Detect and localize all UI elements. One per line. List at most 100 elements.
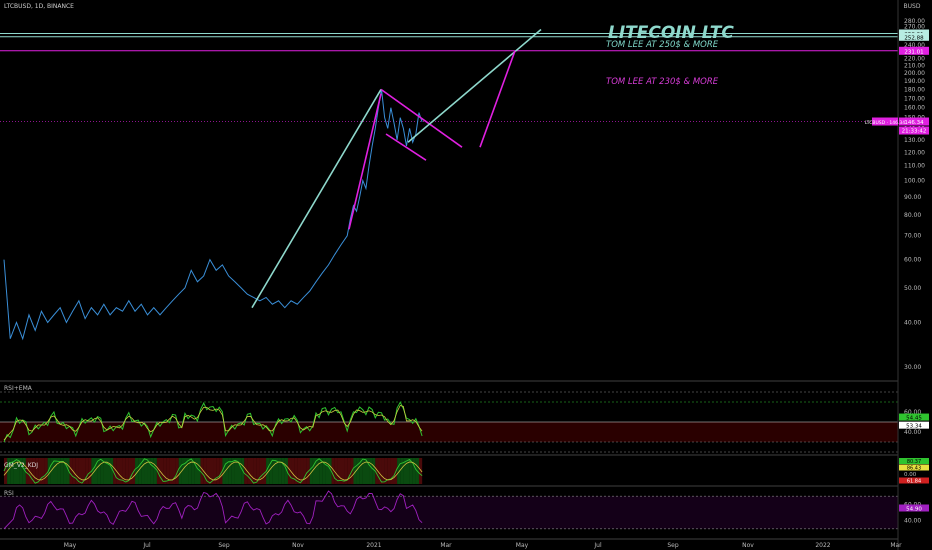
time-tick-label: 2021 — [366, 542, 381, 549]
kdj-background-bar — [203, 458, 207, 484]
kdj-background-bar — [10, 458, 14, 484]
price-tick-label: 100.00 — [904, 177, 925, 184]
symbol-info[interactable]: LTCBUSD, 1D, BINANCE — [4, 3, 74, 10]
kdj-background-bar — [141, 458, 145, 484]
kdj-background-bar — [209, 458, 214, 484]
kdj-background-bar — [253, 458, 257, 484]
kdj-value-1: 80.37 — [907, 459, 921, 465]
kdj-value-tag — [899, 458, 929, 464]
price-axis[interactable]: BUSD 30.00 40.00 50.00 60.00 70.00 80.00 90.00 1… — [865, 0, 929, 550]
kdj-background-bar — [150, 458, 154, 484]
kdj-background-bar — [291, 458, 295, 484]
time-tick-label: Nov — [742, 542, 754, 549]
rsi-ema-tick: 40.00 — [904, 429, 921, 436]
price-tick-label: 30.00 — [904, 364, 921, 371]
rsi-line — [3, 490, 423, 530]
main-price-pane[interactable] — [0, 28, 898, 341]
trend-line-rising — [251, 89, 382, 309]
kdj-background-bar — [85, 458, 89, 484]
kdj-background-bar — [116, 458, 120, 484]
kdj-background-bar — [16, 458, 20, 484]
price-tick-label: 210.00 — [904, 63, 925, 70]
kdj-background-bar — [88, 458, 92, 484]
kdj-background-bar — [387, 458, 391, 484]
kdj-background-bar — [135, 458, 139, 484]
price-tick-label: 190.00 — [904, 78, 925, 85]
kdj-background-bar — [259, 458, 264, 484]
kdj-background-bar — [372, 458, 376, 484]
kdj-background-bar — [181, 458, 186, 484]
price-tick-label: 120.00 — [904, 149, 925, 156]
kdj-background-bar — [44, 458, 48, 484]
rsi-ema-value-2: 53.34 — [906, 423, 922, 429]
kdj-background-bar — [91, 458, 95, 484]
kdj-background-bar — [278, 458, 282, 484]
kdj-background-bar — [122, 458, 126, 484]
time-axis[interactable]: May Jul Sep Nov 2021 Mar May Jul Sep Nov 2022 Mar — [64, 542, 902, 549]
kdj-background-bar — [106, 458, 111, 484]
kdj-background-bar — [82, 458, 86, 484]
kdj-background-bar — [362, 458, 366, 484]
price-tick-label: 200.00 — [904, 70, 925, 77]
kdj-background-bar — [219, 458, 223, 484]
kdj-background-bar — [337, 458, 342, 484]
countdown-bg — [899, 126, 929, 135]
kdj-background-bar — [160, 458, 164, 484]
kdj-background-bar — [281, 458, 285, 484]
kdj-background-bar — [272, 458, 276, 484]
kdj-background-bar — [144, 458, 148, 484]
kdj-background-bar — [269, 458, 273, 484]
kdj-background-bar — [113, 458, 117, 484]
indicator-panes[interactable]: RSI+EMA GM_V2_KDJ RSI — [0, 380, 898, 540]
kdj-background-bar — [119, 458, 123, 484]
kdj-background-bar — [328, 458, 332, 484]
kdj-tick: 0.00 — [904, 472, 917, 478]
kdj-background-bar — [256, 458, 260, 484]
price-tick-label: 40.00 — [904, 319, 921, 326]
kdj-background-bar — [13, 458, 17, 484]
kdj-background-bar — [316, 458, 320, 484]
price-line — [3, 89, 423, 341]
rsi-ema-value-tag — [899, 421, 929, 429]
kdj-background-bar — [322, 458, 326, 484]
kdj-background-bar — [138, 458, 142, 484]
kdj-background-bar — [41, 458, 45, 484]
current-price-tag: LTCBUSD · 146.34 — [865, 120, 905, 126]
kdj-background-bar — [38, 458, 42, 484]
kdj-background-bar — [353, 458, 357, 484]
time-tick-label: Sep — [667, 542, 679, 549]
kdj-background-bar — [156, 458, 161, 484]
kdj-background-bar — [247, 458, 251, 484]
kdj-background-bar — [319, 458, 323, 484]
projection-line-teal — [407, 28, 542, 143]
kdj-background-bar — [153, 458, 157, 484]
kdj-background-bar — [47, 458, 51, 484]
price-tick-label: 180.00 — [904, 86, 925, 93]
rsi-value: 54.90 — [906, 506, 922, 512]
kdj-background-bar — [178, 458, 182, 484]
price-level-tag — [899, 32, 929, 41]
price-level-label: 231.01 — [904, 49, 923, 55]
panel-title-rsi-ema: RSI+EMA — [4, 385, 33, 392]
kdj-background-bar — [103, 458, 108, 484]
flag-upper-line — [380, 88, 463, 148]
price-tick-label: 60.00 — [904, 257, 921, 264]
kdj-background-bar — [72, 458, 76, 484]
kdj-background-bar — [375, 458, 379, 484]
rsi-band — [0, 496, 898, 529]
kdj-background-bar — [169, 458, 173, 484]
kdj-background-bar — [184, 458, 189, 484]
price-tick-label: 110.00 — [904, 163, 925, 170]
kdj-background-bar — [191, 458, 195, 484]
kdj-background-bar — [163, 458, 167, 484]
rsi-tick: 40.00 — [904, 518, 921, 525]
kdj-background-bar — [60, 458, 64, 484]
kdj-background-bar — [222, 458, 226, 484]
flag-lower-line — [385, 133, 427, 161]
kdj-background-bar — [418, 458, 423, 484]
kdj-background-bar — [94, 458, 98, 484]
countdown-label: 21:33:42 — [902, 129, 927, 135]
kdj-background-bar — [147, 458, 151, 484]
annotation-230: TOM LEE AT 230$ & MORE — [606, 77, 719, 87]
